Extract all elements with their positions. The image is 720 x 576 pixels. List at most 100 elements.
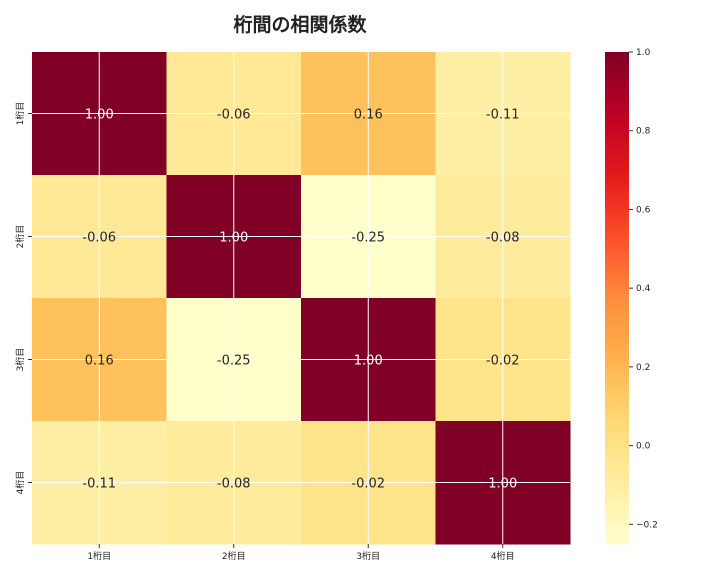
colorbar-segment	[605, 211, 629, 217]
colorbar-segment	[605, 437, 629, 443]
colorbar-segment	[605, 154, 629, 160]
colorbar-segment	[605, 539, 629, 545]
x-tick-label: 4桁目	[491, 550, 515, 562]
cell-annotation: -0.11	[486, 108, 520, 123]
colorbar-segment	[605, 175, 629, 180]
colorbar-segment	[605, 421, 629, 426]
colorbar-segment	[605, 129, 629, 135]
colorbar-segment	[605, 72, 629, 78]
colorbar-segment	[605, 322, 629, 328]
colorbar-segment	[605, 68, 629, 74]
colorbar-segment	[605, 244, 629, 250]
colorbar-segment	[605, 109, 629, 115]
colorbar-segment	[605, 261, 629, 266]
colorbar-segment	[605, 326, 629, 332]
colorbar-segment	[605, 64, 629, 69]
colorbar-segment	[605, 445, 629, 451]
cell-annotation: -0.25	[351, 231, 385, 246]
cell-annotation: 1.00	[219, 231, 248, 246]
colorbar-segment	[605, 482, 629, 488]
colorbar-segment	[605, 318, 629, 324]
x-tick-label: 1桁目	[87, 550, 111, 562]
colorbar-segment	[605, 404, 629, 410]
colorbar-segment	[605, 273, 629, 279]
y-tick-label: 2桁目	[14, 225, 26, 249]
cell-annotation: -0.06	[217, 108, 251, 123]
colorbar-segment	[605, 441, 629, 447]
colorbar-segment	[605, 412, 629, 418]
colorbar-segment	[605, 400, 629, 406]
colorbar-segment	[605, 523, 629, 529]
colorbar-segment	[605, 56, 629, 61]
colorbar-segment	[605, 416, 629, 422]
colorbar-segment	[605, 314, 629, 320]
colorbar-segment	[605, 134, 629, 139]
colorbar-segment	[605, 330, 629, 336]
colorbar-segment	[605, 277, 629, 283]
colorbar-segment	[605, 285, 629, 291]
colorbar-segment	[605, 236, 629, 242]
colorbar-segment	[605, 388, 629, 393]
colorbar-segment	[605, 183, 629, 188]
colorbar-segment	[605, 203, 629, 209]
colorbar-segment	[605, 121, 629, 127]
cell-annotation: 1.00	[354, 354, 383, 369]
colorbar-segment	[605, 511, 629, 516]
colorbar-tick-label: 0.6	[636, 205, 651, 215]
colorbar-segment	[605, 429, 629, 434]
colorbar-segment	[605, 503, 629, 508]
cell-annotation: 1.00	[85, 108, 114, 123]
colorbar-segment	[605, 408, 629, 414]
colorbar-segment	[605, 265, 629, 270]
chart-title: 桁間の相関係数	[233, 14, 367, 36]
colorbar-segment	[605, 142, 629, 147]
colorbar-tick-label: 0.2	[636, 363, 650, 373]
colorbar-segment	[605, 380, 629, 385]
colorbar-segment	[605, 507, 629, 512]
colorbar-segment	[605, 498, 629, 504]
colorbar-segment	[605, 519, 629, 525]
colorbar-segment	[605, 531, 629, 537]
colorbar-tick-label: −0.2	[636, 520, 658, 530]
colorbar-segment	[605, 371, 629, 377]
colorbar-segment	[605, 289, 629, 295]
colorbar-tick-label: 0.8	[636, 127, 651, 137]
colorbar-segment	[605, 125, 629, 131]
colorbar-segment	[605, 363, 629, 369]
colorbar-segment	[605, 220, 629, 225]
colorbar-segment	[605, 470, 629, 475]
colorbar-segment	[605, 425, 629, 430]
colorbar-segment	[605, 252, 629, 258]
colorbar-segment	[605, 166, 629, 172]
colorbar-segment	[605, 224, 629, 229]
cell-annotation: -0.06	[82, 231, 116, 246]
y-tick-label: 3桁目	[14, 348, 26, 372]
colorbar-segment	[605, 187, 629, 192]
colorbar-segment	[605, 138, 629, 143]
colorbar-segment	[605, 269, 629, 274]
colorbar-segment	[605, 170, 629, 176]
cell-annotation: 0.16	[85, 354, 114, 369]
colorbar-tick-label: 0.4	[636, 284, 651, 294]
colorbar-segment	[605, 195, 629, 201]
colorbar-segment	[605, 52, 629, 57]
colorbar-segment	[605, 84, 629, 90]
colorbar-segment	[605, 392, 629, 397]
colorbar-segment	[605, 88, 629, 94]
colorbar-segment	[605, 191, 629, 197]
colorbar-tick-label: 1.0	[636, 48, 651, 58]
colorbar-segment	[605, 396, 629, 402]
colorbar-segment	[605, 355, 629, 361]
colorbar-segment	[605, 281, 629, 287]
colorbar-segment	[605, 351, 629, 356]
colorbar-segment	[605, 293, 629, 299]
colorbar-tick-label: 0.0	[636, 442, 651, 452]
colorbar-segment	[605, 466, 629, 471]
y-tick-label: 4桁目	[14, 471, 26, 495]
colorbar-segment	[605, 179, 629, 184]
colorbar-segment	[605, 199, 629, 205]
colorbar-segment	[605, 232, 629, 238]
colorbar-segment	[605, 343, 629, 348]
colorbar-segment	[605, 60, 629, 65]
